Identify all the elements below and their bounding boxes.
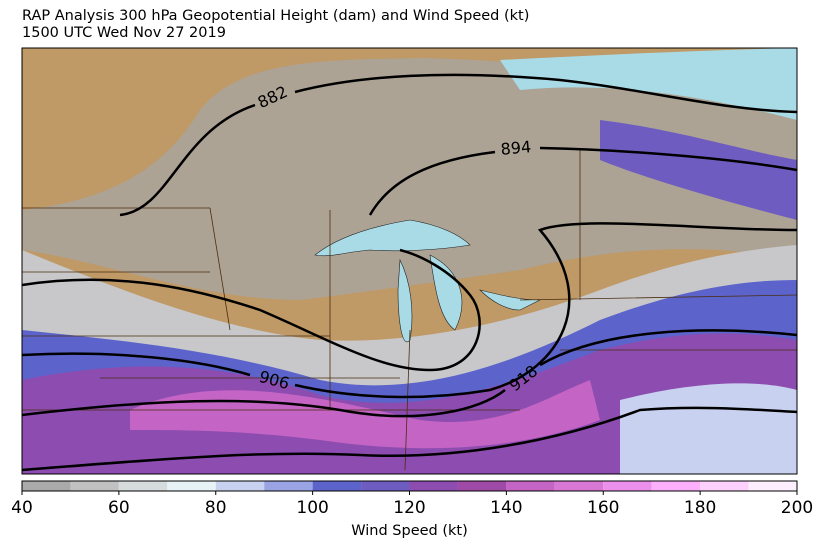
colorbar-tick-label: 140 [490,498,522,518]
colorbar-bin [361,481,410,491]
colorbar-bin [264,481,313,491]
colorbar-bin [457,481,507,491]
colorbar-bin [167,481,216,491]
colorbar-tick-label: 120 [393,498,425,518]
colorbar-bin [603,481,652,491]
colorbar-bin [651,481,701,491]
colorbar-bin [554,481,604,491]
colorbar-bin [118,481,168,491]
colorbar-bin [22,481,71,491]
title-line: RAP Analysis 300 hPa Geopotential Height… [22,8,529,24]
colorbar-bin [700,481,749,491]
colorbar-bin [409,481,458,491]
colorbar-tick-label: 180 [684,498,716,518]
title-line: 1500 UTC Wed Nov 27 2019 [22,25,226,41]
colorbar-tick-label: 100 [296,498,328,518]
colorbar-label: Wind Speed (kt) [351,523,468,539]
colorbar-tick-label: 160 [587,498,619,518]
colorbar-bin [70,481,119,491]
colorbar-bin [748,481,797,491]
colorbar-bin [506,481,555,491]
colorbar-tick-label: 40 [11,498,33,518]
contour-label: 894 [500,137,532,159]
colorbar-bin [312,481,362,491]
colorbar-tick-label: 60 [108,498,130,518]
colorbar-tick-label: 200 [781,498,813,518]
colorbar-bin [215,481,265,491]
map-frame [21,47,798,475]
colorbar-tick-label: 80 [205,498,227,518]
